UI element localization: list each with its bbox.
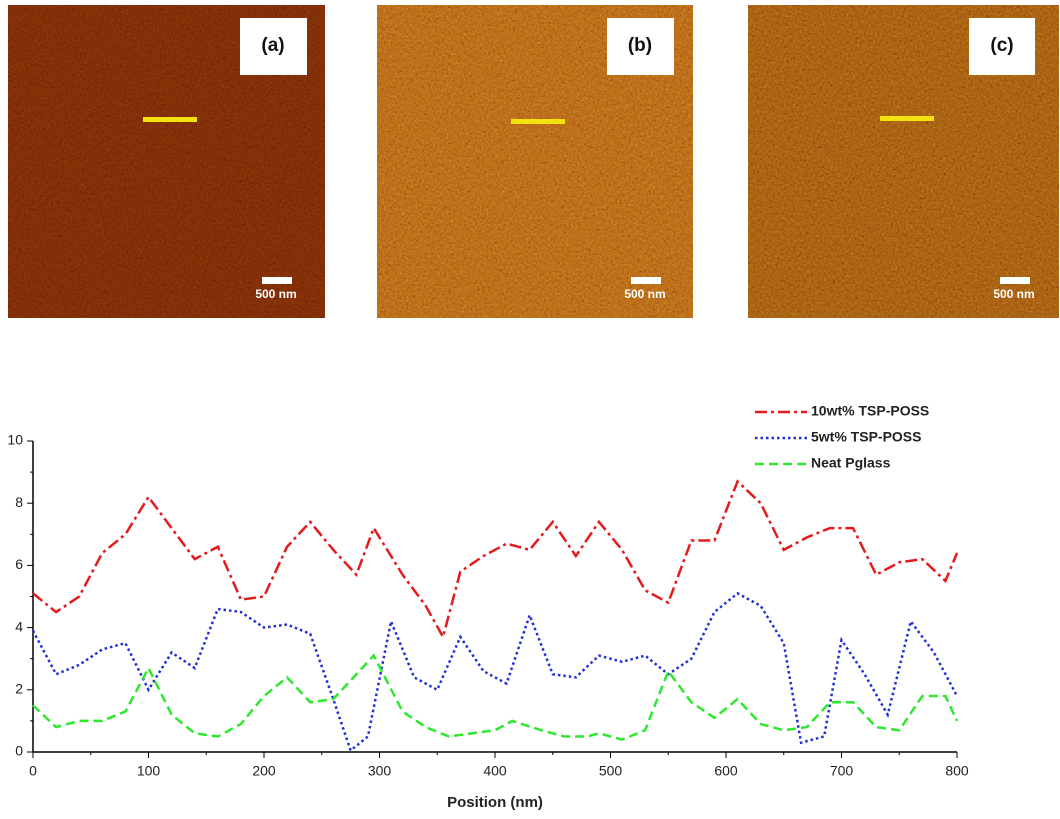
- x-tick-label: 500: [599, 763, 623, 779]
- x-tick-label: 300: [368, 763, 392, 779]
- data-line: [32, 479, 959, 641]
- scale-label: 500 nm: [993, 287, 1034, 301]
- x-tick-label: 0: [29, 763, 37, 779]
- afm-image-a: (a) 500 nm: [8, 5, 325, 318]
- x-tick-label: 400: [483, 763, 507, 779]
- y-tick-label: 4: [15, 618, 23, 634]
- scale-label: 500 nm: [255, 287, 296, 301]
- legend-label: Neat Pglass: [811, 455, 891, 471]
- afm-image-b: (b) 500 nm: [377, 5, 693, 318]
- panel-label: (b): [628, 35, 652, 56]
- y-tick-label: 0: [15, 743, 23, 759]
- x-tick-label: 700: [830, 763, 854, 779]
- legend-label: 10wt% TSP-POSS: [811, 403, 929, 419]
- scale-label: 500 nm: [624, 287, 665, 301]
- x-tick-label: 100: [137, 763, 161, 779]
- x-tick-label: 600: [714, 763, 738, 779]
- panel-label: (a): [261, 35, 284, 56]
- x-tick-label: 200: [252, 763, 276, 779]
- x-axis-title: Position (nm): [447, 794, 543, 811]
- data-line: [31, 591, 959, 753]
- x-tick-label: 800: [945, 763, 969, 779]
- data-line: [32, 653, 959, 741]
- y-tick-label: 6: [15, 556, 23, 572]
- y-tick-label: 2: [15, 681, 23, 697]
- afm-image-c: (c) 500 nm: [748, 5, 1059, 318]
- y-tick-label: 10: [7, 432, 23, 448]
- panel-label: (c): [990, 35, 1013, 56]
- y-tick-label: 8: [15, 494, 23, 510]
- legend-label: 5wt% TSP-POSS: [811, 429, 921, 445]
